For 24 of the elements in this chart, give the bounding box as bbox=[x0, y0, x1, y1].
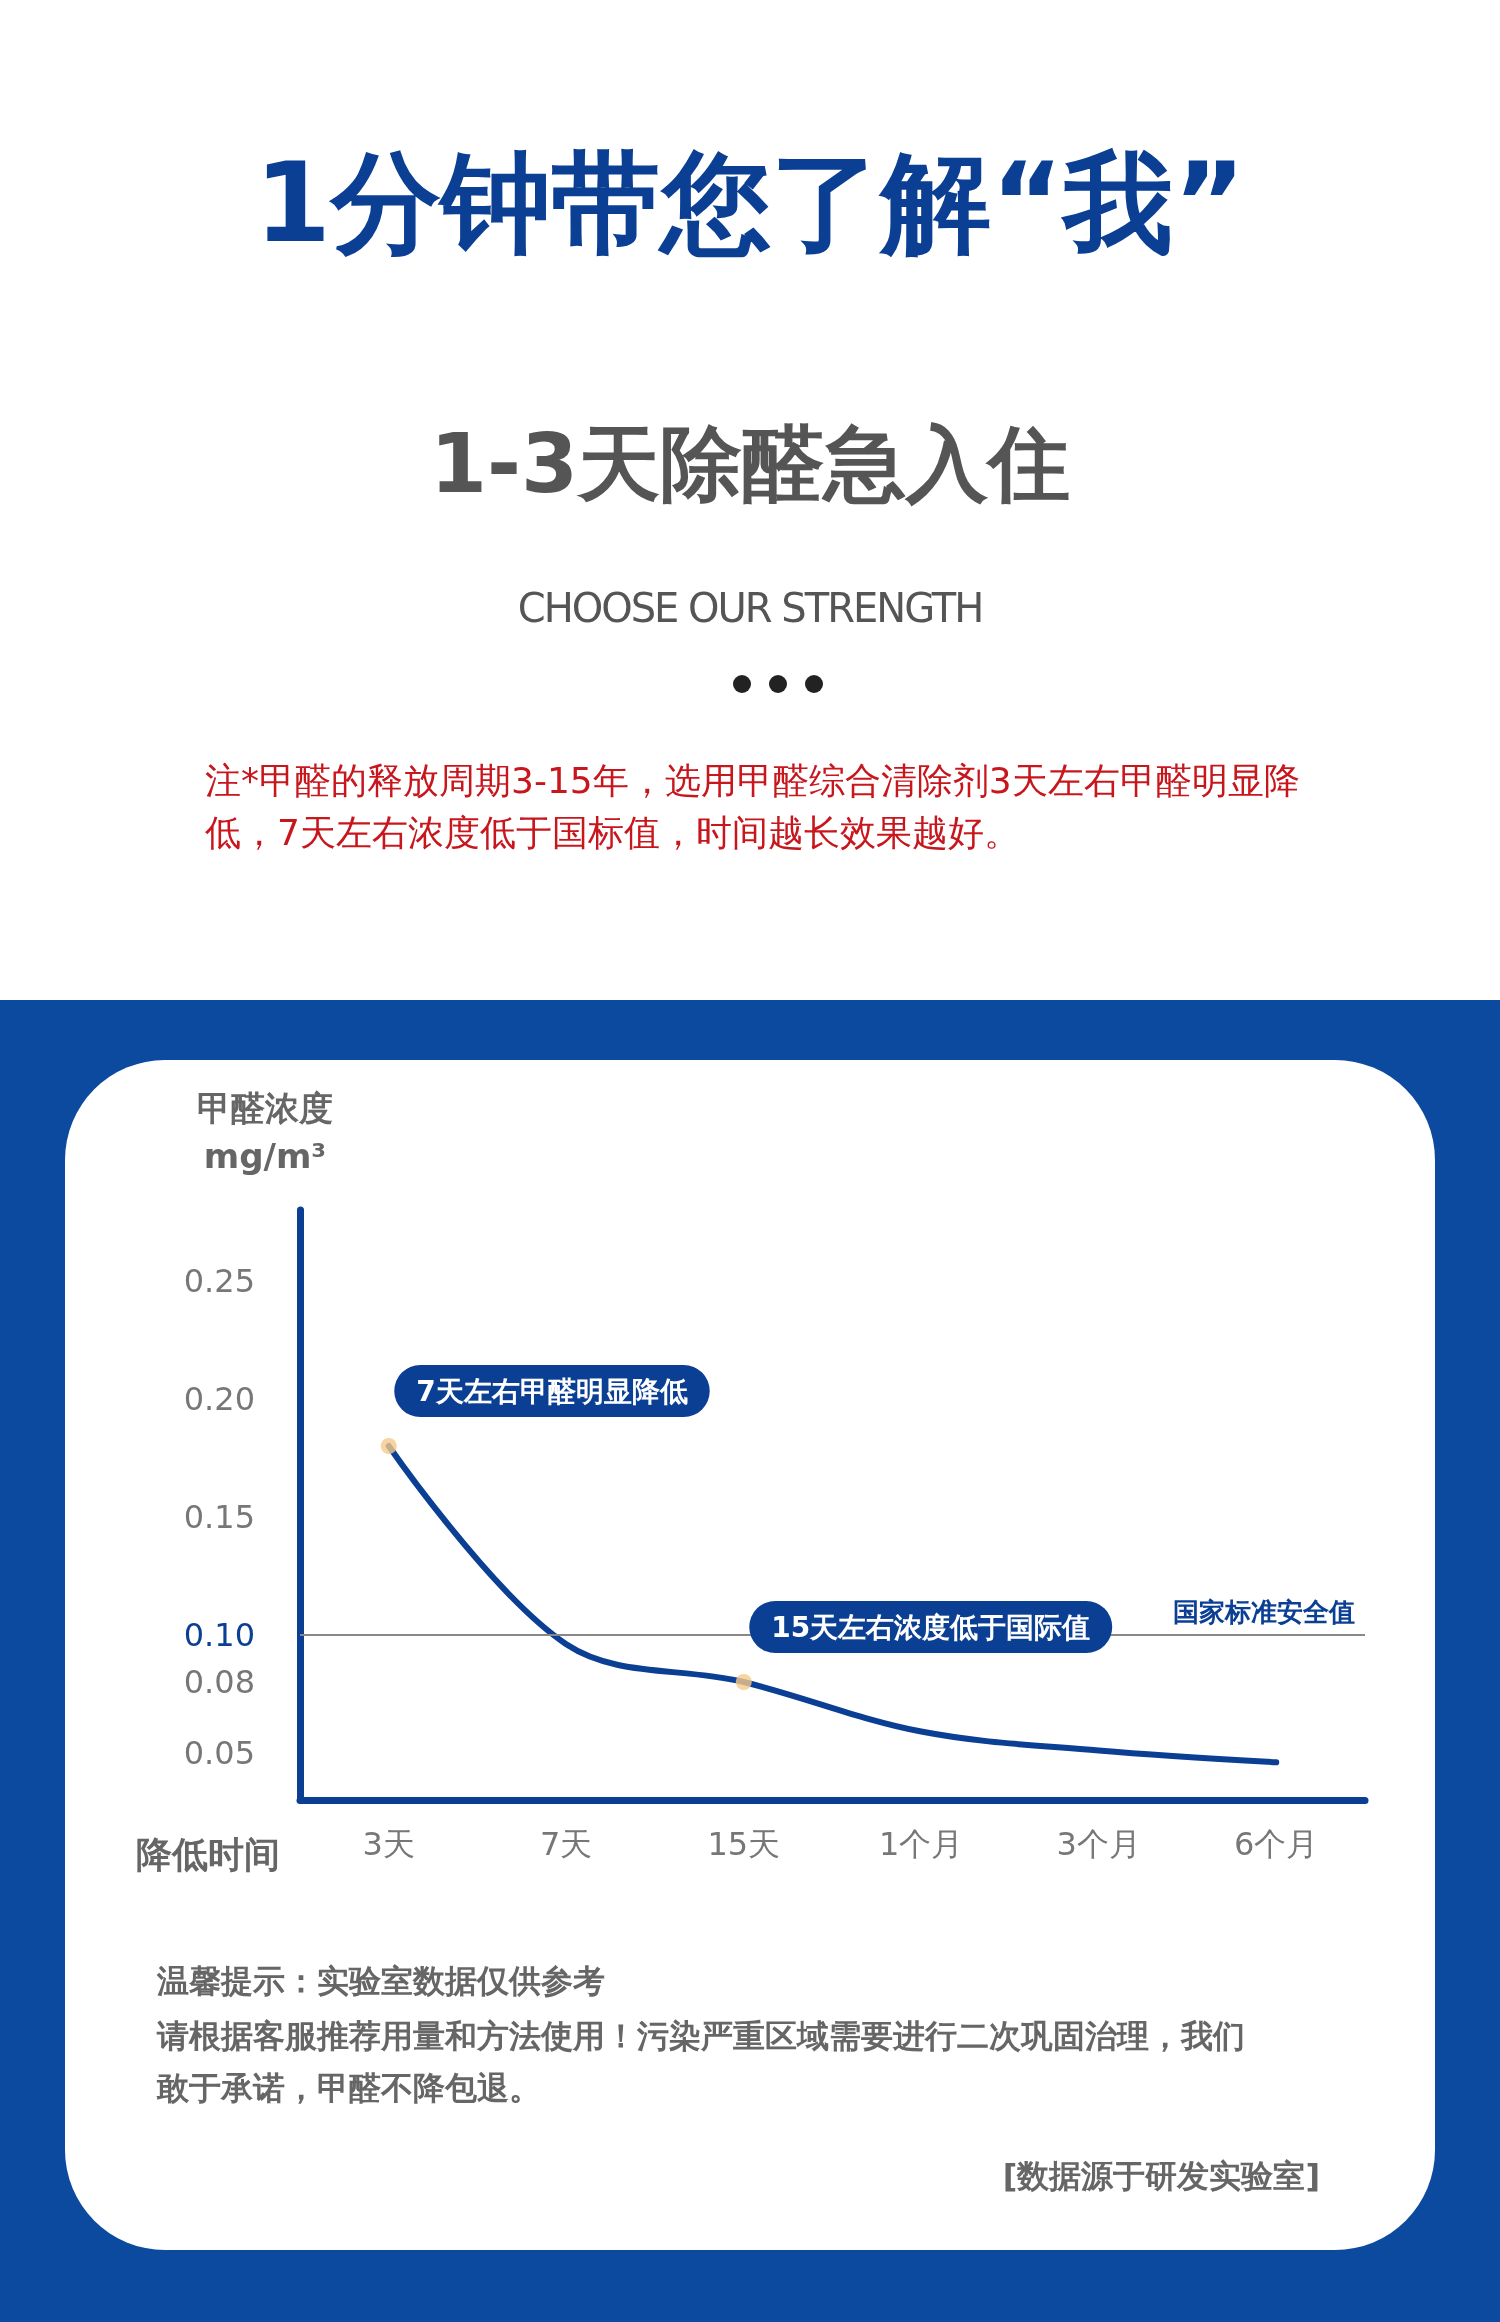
ref-line-label: 国家标准安全值 bbox=[1173, 1596, 1355, 1627]
text: CHOOSE OUR STRENGTH bbox=[516, 585, 984, 631]
annotation: 7天左右甲醛明显降低 bbox=[416, 1374, 688, 1408]
y-tick-label: 0.20 bbox=[183, 1379, 255, 1418]
chart-title: 1分钟带您了解“我” bbox=[253, 138, 1247, 269]
y-axis-title: 甲醛浓度 mg/m³ bbox=[197, 1088, 333, 1176]
x-tick-label: 6个月 bbox=[1234, 1825, 1319, 1863]
x-tick-label: 3个月 bbox=[1056, 1825, 1141, 1863]
x-tick-label: 7天 bbox=[540, 1825, 593, 1863]
chart-subtitle: 1-3天除醛急入住 bbox=[428, 415, 1072, 513]
y-tick-label: 0.10 bbox=[183, 1615, 255, 1654]
text: 温馨提示：实验室数据仅供参考 bbox=[157, 1961, 605, 2002]
x-tick-label: 15天 bbox=[707, 1825, 781, 1863]
y-tick-label: 0.25 bbox=[183, 1261, 255, 1300]
x-tick-label: 3天 bbox=[362, 1825, 415, 1863]
text: 注*甲醛的释放周期3-15年，选用甲醛综合清除剂3天左右甲醛明显降低，7天左右浓度低于国标值，时间越长效果越好。 bbox=[205, 759, 1301, 855]
x-axis-title: 降低时间 bbox=[136, 1833, 280, 1875]
y-tick-label: 0.08 bbox=[183, 1663, 255, 1701]
y-tick-label: 0.05 bbox=[183, 1733, 255, 1772]
annotation: 15天左右浓度低于国际值 bbox=[771, 1610, 1091, 1644]
text: [数据源于研发实验室] bbox=[1002, 2156, 1320, 2197]
y-tick-label: 0.15 bbox=[183, 1497, 255, 1536]
text: 请根据客服推荐用量和方法使用！污染严重区域需要进行二次巩固治理，我们敢于承诺，甲醛不降包退。 bbox=[157, 2016, 1246, 2109]
x-tick-label: 1个月 bbox=[879, 1825, 964, 1863]
